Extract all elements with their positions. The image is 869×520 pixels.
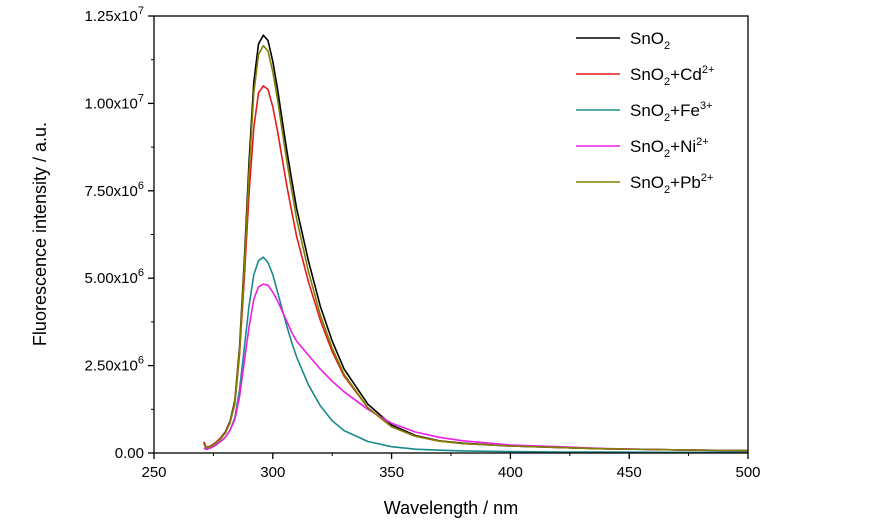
- series-line-4: [203, 44, 749, 452]
- x-axis-title: Wavelength / nm: [384, 498, 518, 518]
- y-tick-label-4: 1.00x107: [84, 92, 144, 112]
- x-tick-label-3: 400: [498, 464, 523, 481]
- y-tick-label-0: 0.00: [115, 445, 144, 462]
- plot-lines: [203, 34, 749, 454]
- legend-label-2: SnO2+Fe3+: [630, 100, 712, 124]
- series-line-3: [203, 283, 749, 452]
- y-axis-title: Fluorescence intensity / a.u.: [30, 122, 50, 346]
- x-tick-label-5: 500: [735, 464, 760, 481]
- y-tick-label-3: 7.50x106: [84, 180, 144, 200]
- x-tick-label-4: 450: [617, 464, 642, 481]
- x-tick-label-1: 300: [260, 464, 285, 481]
- x-axis: 250 300 350 400 450 500: [141, 453, 761, 481]
- legend: SnO2 SnO2+Cd2+ SnO2+Fe3+ SnO2+Ni2+ SnO2+Pb2+: [576, 29, 714, 196]
- legend-label-0: SnO2: [630, 29, 670, 52]
- y-tick-label-5: 1.25x107: [84, 5, 144, 25]
- y-axis: 0.00 2.50x106 5.00x106 7.50x106 1.00x107 1.25…: [84, 5, 154, 462]
- legend-label-4: SnO2+Pb2+: [630, 172, 713, 196]
- legend-label-1: SnO2+Cd2+: [630, 64, 714, 88]
- y-tick-label-2: 5.00x106: [84, 267, 144, 287]
- x-tick-label-2: 350: [379, 464, 404, 481]
- legend-label-3: SnO2+Ni2+: [630, 136, 709, 160]
- y-tick-label-1: 2.50x106: [84, 355, 144, 375]
- x-tick-label-0: 250: [141, 464, 166, 481]
